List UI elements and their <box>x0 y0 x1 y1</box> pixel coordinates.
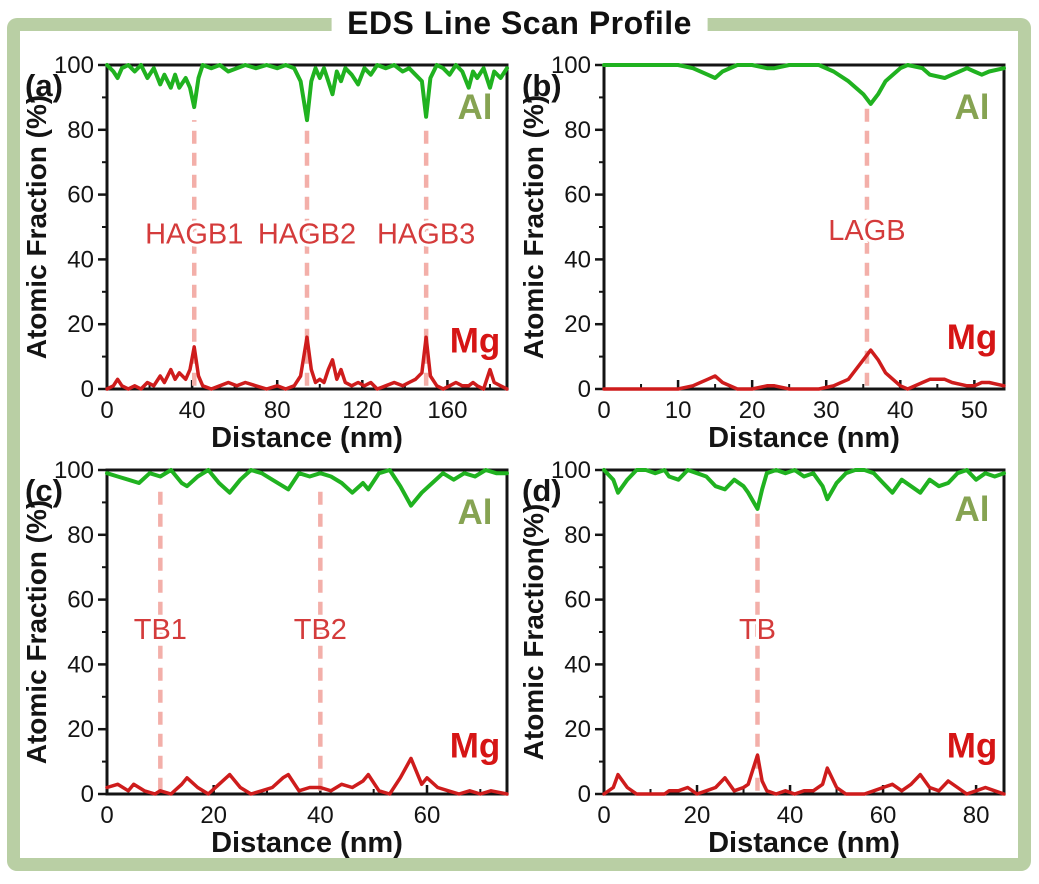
annotation-label-hagb3: HAGB3 <box>377 218 475 250</box>
y-tick-label: 60 <box>67 182 94 209</box>
series-label-mg: Mg <box>947 318 998 357</box>
series-label-al: Al <box>458 493 493 532</box>
y-tick-label: 80 <box>564 522 591 549</box>
y-tick-label: 100 <box>54 457 94 484</box>
al-line <box>602 468 1006 511</box>
series-label-mg: Mg <box>450 726 501 765</box>
panels-grid: 0 20 40 60 80 100 0 40 80 120 160 HAGB1 HAGB2 HAGB3 Al… <box>22 50 1016 860</box>
x-tick-label: 60 <box>414 802 441 829</box>
series-label-mg: Mg <box>947 726 998 765</box>
x-tick-label: 160 <box>427 397 467 424</box>
x-tick-label: 0 <box>597 802 610 829</box>
annotation-label-hagb2: HAGB2 <box>258 218 356 250</box>
series-label-al: Al <box>955 490 990 529</box>
y-tick-label: 60 <box>564 587 591 614</box>
figure-title: EDS Line Scan Profile <box>331 0 708 46</box>
y-tick-label: 0 <box>578 376 591 403</box>
panel-letter: (d) <box>522 473 562 508</box>
x-tick-label: 20 <box>739 397 766 424</box>
annotation-label-tb: TB <box>739 614 776 646</box>
x-tick-label: 20 <box>200 802 227 829</box>
y-tick-label: 80 <box>67 522 94 549</box>
y-tick-label: 40 <box>564 651 591 678</box>
y-tick-label: 80 <box>67 117 94 144</box>
x-axis-title: Distance (nm) <box>708 422 900 454</box>
x-tick-label: 40 <box>179 397 206 424</box>
al-line <box>105 468 509 508</box>
y-axis-title: Atomic Fraction (%) <box>22 95 52 359</box>
x-axis-title: Distance (nm) <box>211 827 403 859</box>
mg-line <box>105 756 509 796</box>
annotation-label-tb1: TB1 <box>134 614 187 646</box>
panel-letter: (a) <box>25 68 63 103</box>
panel-d-chart: 0 20 40 60 80 100 0 20 40 60 80 TB Al Mg Distance (nm)… <box>519 457 1006 859</box>
x-tick-label: 40 <box>887 397 914 424</box>
y-tick-label: 100 <box>551 52 591 79</box>
plot-frame <box>602 468 1006 796</box>
y-tick-label: 60 <box>67 587 94 614</box>
x-tick-label: 60 <box>870 802 897 829</box>
y-axis-title: Atomic Fraction(%) <box>519 504 549 761</box>
y-tick-label: 40 <box>67 246 94 273</box>
y-tick-label: 40 <box>564 246 591 273</box>
x-tick-label: 30 <box>813 397 840 424</box>
series-label-mg: Mg <box>450 321 501 360</box>
x-axis-title: Distance (nm) <box>211 422 403 454</box>
x-tick-label: 80 <box>963 802 990 829</box>
panel-letter: (b) <box>522 68 562 103</box>
y-tick-label: 20 <box>564 716 591 743</box>
annotation-label-hagb1: HAGB1 <box>145 218 243 250</box>
x-tick-label: 40 <box>307 802 334 829</box>
y-tick-label: 80 <box>564 117 591 144</box>
annotation-label-tb2: TB2 <box>294 614 347 646</box>
x-tick-label: 20 <box>684 802 711 829</box>
x-tick-label: 80 <box>264 397 291 424</box>
plot-frame <box>602 63 1006 391</box>
y-axis-title: Atomic Fraction (%) <box>22 500 52 764</box>
x-tick-label: 0 <box>100 802 113 829</box>
x-tick-label: 120 <box>342 397 382 424</box>
panel-b-chart: 0 20 40 60 80 100 0 10 20 30 40 50 LAGB Al Mg Distance … <box>519 52 1006 454</box>
panel-a-chart: 0 20 40 60 80 100 0 40 80 120 160 HAGB1 HAGB2 HAGB3 Al… <box>22 52 509 454</box>
x-tick-label: 50 <box>961 397 988 424</box>
al-line <box>105 63 509 123</box>
annotation-label-lagb: LAGB <box>828 215 905 247</box>
y-tick-label: 0 <box>81 781 94 808</box>
x-axis-title: Distance (nm) <box>708 827 900 859</box>
al-line <box>602 63 1006 106</box>
plot-frame <box>105 63 509 391</box>
series-label-al: Al <box>955 88 990 127</box>
y-tick-label: 60 <box>564 182 591 209</box>
series-label-al: Al <box>458 88 493 127</box>
mg-line <box>105 335 509 391</box>
mg-line <box>602 753 1006 796</box>
x-tick-label: 0 <box>100 397 113 424</box>
y-tick-label: 0 <box>578 781 591 808</box>
y-tick-label: 20 <box>564 311 591 338</box>
mg-line <box>602 348 1006 391</box>
x-tick-label: 10 <box>665 397 692 424</box>
y-tick-label: 40 <box>67 651 94 678</box>
x-tick-label: 0 <box>597 397 610 424</box>
y-tick-label: 20 <box>67 716 94 743</box>
plot-frame <box>105 468 509 796</box>
figure-border <box>7 18 1031 871</box>
y-tick-label: 100 <box>551 457 591 484</box>
y-tick-label: 20 <box>67 311 94 338</box>
panel-c-chart: 0 20 40 60 80 100 0 20 40 60 TB1 TB2 Al Mg Distance (n… <box>22 457 509 859</box>
x-tick-label: 40 <box>777 802 804 829</box>
y-tick-label: 100 <box>54 52 94 79</box>
panel-letter: (c) <box>25 473 63 508</box>
y-tick-label: 0 <box>81 376 94 403</box>
y-axis-title: Atomic Fraction (%) <box>519 95 549 359</box>
